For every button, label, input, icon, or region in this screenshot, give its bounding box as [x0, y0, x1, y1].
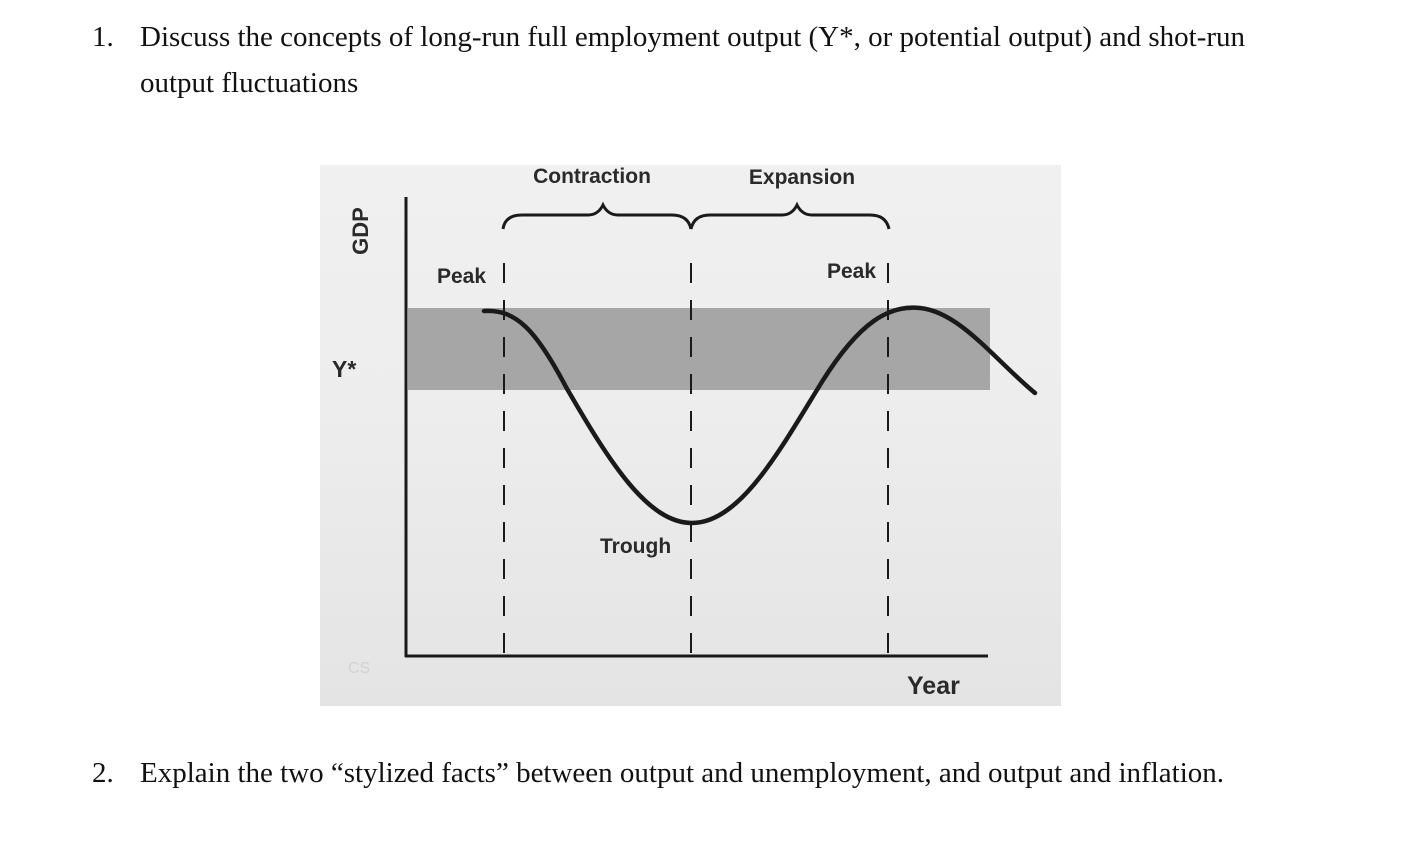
question-number: 2.	[92, 757, 114, 789]
output-curve	[481, 305, 1038, 526]
peak-left-label: Peak	[437, 265, 486, 288]
potential-output-band	[408, 308, 990, 390]
business-cycle-diagram: GDP Y* Contraction Expansion Peak Peak T…	[332, 165, 1038, 700]
question-text: Discuss the concepts of long-run full em…	[140, 21, 1246, 99]
question-number: 1.	[92, 21, 114, 53]
potential-output-label: Y*	[332, 356, 356, 382]
expansion-label: Expansion	[749, 166, 855, 189]
watermark: CS	[348, 660, 370, 677]
question-1: 1. Discuss the concepts of long-run full…	[92, 14, 1302, 106]
expansion-brace	[689, 201, 891, 230]
trough-label: Trough	[600, 535, 671, 558]
year-axis-label: Year	[907, 672, 960, 700]
contraction-label: Contraction	[533, 165, 651, 188]
question-text: Explain the two “stylized facts” between…	[140, 757, 1225, 789]
question-2: 2. Explain the two “stylized facts” betw…	[92, 750, 1302, 796]
peak-right-label: Peak	[827, 260, 876, 283]
contraction-brace	[501, 201, 693, 230]
gdp-axis-label: GDP	[348, 207, 373, 255]
business-cycle-figure: GDP Y* Contraction Expansion Peak Peak T…	[320, 165, 1061, 706]
